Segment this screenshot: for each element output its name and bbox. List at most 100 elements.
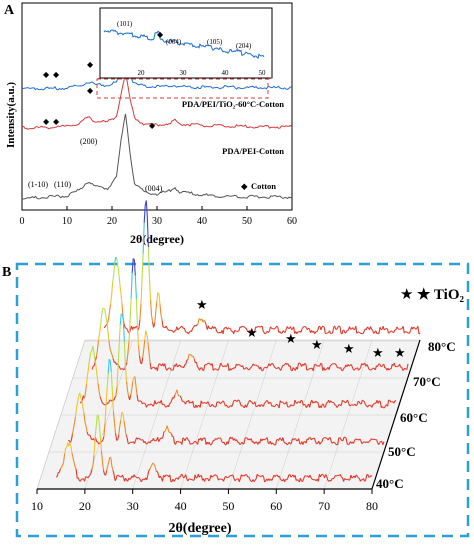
panel-b-trace-segment (275, 439, 278, 446)
panel-b-trace-segment (86, 431, 89, 436)
panel-b-trace-segment (80, 397, 83, 401)
panel-b-trace-segment (134, 275, 137, 299)
panel-b-trace-segment (264, 400, 267, 403)
panel-b-trace-segment (211, 475, 214, 478)
panel-b-trace-segment (93, 437, 96, 456)
panel-b-trace-segment (389, 400, 392, 403)
panel-b-trace-segment (251, 401, 254, 405)
panel-b-trace-segment (103, 307, 106, 310)
panel-b-trace-segment (317, 326, 320, 330)
panel-b-trace-segment (340, 367, 343, 371)
panel-b-trace-segment (338, 437, 341, 439)
panel-b-trace-segment (226, 404, 228, 408)
inset-xtick-50: 50 (259, 69, 267, 77)
x-tick-label: 80 (366, 499, 378, 513)
panel-b-trace-segment (179, 364, 182, 367)
panel-b-trace-segment (118, 426, 121, 436)
panel-b-trace-segment (247, 368, 250, 371)
panel-b-trace-segment (279, 437, 282, 440)
panel-b-trace-segment (372, 403, 375, 406)
panel-b-trace-segment (149, 466, 152, 470)
panel-b-trace-segment (128, 442, 131, 444)
panel-b-trace-segment (306, 369, 309, 371)
panel-b-trace-segment (296, 401, 299, 404)
panel-b-trace-segment (104, 309, 107, 317)
x-tick-label: 30 (127, 499, 139, 513)
panel-b-trace-segment (379, 326, 382, 330)
panel-b-trace-segment (345, 329, 348, 333)
panel-b-trace-segment (105, 388, 108, 407)
panel-a-y-axis-label: Intensity(a.u.) (5, 82, 17, 148)
panel-b-trace-segment (194, 474, 197, 479)
panel-b-trace-segment (248, 476, 251, 480)
panel-b-trace-segment (212, 368, 215, 371)
panel-b-trace-segment (254, 326, 257, 332)
panel-b-trace-segment (290, 404, 293, 407)
panel-b-trace-segment (162, 431, 165, 438)
panel-b-trace-segment (347, 478, 350, 481)
panel-b-trace-segment (281, 401, 284, 404)
panel-b-trace-segment (64, 448, 67, 455)
panel-b-trace-segment (325, 437, 328, 440)
panel-b-trace-segment (203, 319, 206, 323)
panel-b-trace-segment (332, 477, 335, 480)
panel-b-trace-segment (317, 474, 320, 482)
panel-b-trace-segment (84, 421, 87, 427)
panel-b-trace-segment (88, 358, 91, 368)
panel-b-trace-segment (316, 364, 318, 367)
panel-b-trace-segment (164, 428, 167, 432)
panel-b-trace-segment (180, 397, 183, 402)
panel-b-trace-segment (271, 362, 274, 365)
peak-label-1-10: (1-10) (28, 180, 48, 189)
panel-b-trace-segment (263, 438, 266, 441)
panel-b-trace-segment (246, 474, 249, 478)
panel-b-trace-segment (327, 437, 330, 441)
panel-b-trace-segment (172, 364, 175, 371)
panel-b-trace-segment (348, 479, 351, 481)
panel-b-trace-segment (206, 362, 209, 365)
temp-label-80: 80°C (428, 339, 456, 354)
panel-b-trace-segment (272, 405, 275, 408)
panel-b-trace-segment (71, 428, 74, 435)
panel-b-trace-segment (249, 367, 252, 369)
panel-b-trace-segment (192, 441, 195, 444)
panel-b-trace-segment (158, 293, 161, 304)
panel-b-trace-segment (371, 328, 373, 331)
panel-b-trace-segment (293, 326, 296, 334)
panel-b-trace-segment (306, 405, 309, 408)
panel-b-trace-segment (277, 327, 280, 333)
panel-b-trace-segment (237, 363, 239, 366)
panel-b-trace-segment (249, 399, 252, 402)
panel-b-trace-segment (130, 272, 133, 299)
panel-b-trace-segment (169, 474, 172, 482)
panel-b-trace-segment (84, 384, 88, 394)
panel-b-trace-segment (204, 478, 207, 482)
panel-b-trace-segment (245, 328, 248, 332)
panel-b-trace-segment (233, 330, 236, 335)
panel-b-trace-segment (216, 476, 219, 481)
panel-b-trace-segment (180, 365, 182, 368)
panel-b-trace-segment (153, 322, 156, 328)
panel-b-trace-segment (390, 364, 393, 370)
panel-b-trace-segment (129, 298, 132, 322)
panel-b-trace-segment (244, 437, 247, 439)
panel-b-trace-segment (238, 478, 241, 482)
panel-b-trace-segment (360, 399, 363, 405)
panel-b-trace-segment (367, 441, 370, 444)
panel-b-trace-segment (373, 367, 375, 369)
panel-b-trace-segment (310, 477, 313, 480)
panel-b-trace-segment (131, 381, 134, 391)
panel-b-trace-segment (359, 332, 362, 334)
panel-b-trace-segment (371, 438, 373, 440)
star-marker: ★ (394, 345, 406, 360)
panel-b-trace-segment (286, 443, 289, 446)
panel-b-trace-segment (308, 368, 311, 370)
panel-b-trace-segment (284, 328, 287, 333)
panel-b-trace-segment (105, 470, 108, 476)
panel-b-trace-segment (332, 327, 335, 334)
panel-b-trace-segment (60, 465, 63, 468)
panel-b-trace-segment (197, 318, 200, 325)
panel-b-trace-segment (160, 314, 163, 321)
panel-b-trace-segment (187, 331, 190, 335)
panel-b-trace-segment (330, 363, 333, 366)
